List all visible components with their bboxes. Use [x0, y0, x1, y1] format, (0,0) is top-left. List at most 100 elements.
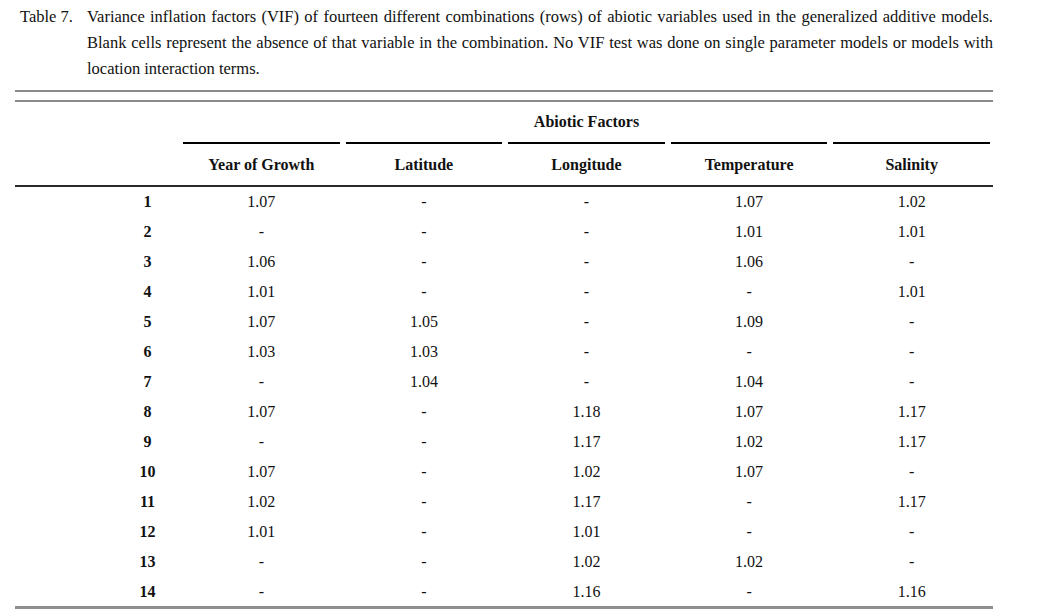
vif-cell: 1.02 — [505, 547, 668, 577]
vif-cell: - — [180, 427, 343, 457]
vif-cell: - — [343, 577, 506, 607]
vif-cell: - — [830, 367, 993, 397]
vif-cell: 1.06 — [180, 247, 343, 277]
vif-cell: 1.02 — [668, 427, 831, 457]
column-header-latitude: Latitude — [343, 144, 506, 186]
vif-cell: - — [343, 186, 506, 217]
vif-cell: - — [830, 307, 993, 337]
vif-cell: 1.04 — [343, 367, 506, 397]
vif-cell: - — [668, 337, 831, 367]
row-label: 8 — [15, 397, 180, 427]
vif-cell: 1.01 — [830, 217, 993, 247]
vif-cell: - — [505, 247, 668, 277]
table-caption-text: Variance inflation factors (VIF) of four… — [20, 4, 993, 82]
vif-cell: 1.07 — [180, 307, 343, 337]
vif-cell: - — [505, 217, 668, 247]
table-row: 31.06--1.06- — [15, 247, 993, 277]
vif-cell: - — [180, 217, 343, 247]
vif-cell: 1.17 — [830, 397, 993, 427]
row-label: 4 — [15, 277, 180, 307]
table-row: 81.07-1.181.071.17 — [15, 397, 993, 427]
vif-cell: 1.07 — [180, 186, 343, 217]
vif-cell: 1.17 — [830, 427, 993, 457]
vif-cell: 1.07 — [668, 397, 831, 427]
vif-cell: - — [830, 517, 993, 547]
vif-cell: - — [343, 517, 506, 547]
vif-cell: - — [668, 487, 831, 517]
row-label: 13 — [15, 547, 180, 577]
table-row: 11.07--1.071.02 — [15, 186, 993, 217]
row-label: 6 — [15, 337, 180, 367]
table-row: 101.07-1.021.07- — [15, 457, 993, 487]
vif-cell: - — [830, 547, 993, 577]
table-caption-label: Table 7. — [20, 4, 73, 30]
vif-cell: - — [668, 517, 831, 547]
column-header-row: Year of Growth Latitude Longitude Temper… — [15, 144, 993, 186]
table-row: 9--1.171.021.17 — [15, 427, 993, 457]
vif-cell: 1.04 — [668, 367, 831, 397]
vif-cell: 1.01 — [668, 217, 831, 247]
vif-cell: 1.01 — [180, 517, 343, 547]
vif-cell: 1.02 — [668, 547, 831, 577]
row-label: 7 — [15, 367, 180, 397]
row-label: 1 — [15, 186, 180, 217]
table-row: 51.071.05-1.09- — [15, 307, 993, 337]
vif-cell: 1.17 — [830, 487, 993, 517]
vif-cell: - — [180, 577, 343, 607]
vif-cell: 1.02 — [505, 457, 668, 487]
table-row: 14--1.16-1.16 — [15, 577, 993, 607]
vif-cell: - — [668, 577, 831, 607]
table-body: 11.07--1.071.022---1.011.0131.06--1.06-4… — [15, 186, 993, 607]
vif-cell: - — [505, 186, 668, 217]
vif-cell: - — [505, 367, 668, 397]
table-top-double-rule — [15, 90, 993, 102]
vif-cell: - — [343, 487, 506, 517]
vif-cell: - — [505, 277, 668, 307]
row-label: 14 — [15, 577, 180, 607]
vif-cell: 1.09 — [668, 307, 831, 337]
vif-cell: - — [505, 337, 668, 367]
row-label: 10 — [15, 457, 180, 487]
vif-cell: 1.17 — [505, 427, 668, 457]
vif-cell: - — [343, 547, 506, 577]
vif-cell: 1.07 — [180, 457, 343, 487]
vif-cell: 1.05 — [343, 307, 506, 337]
vif-cell: 1.07 — [180, 397, 343, 427]
column-header-salinity: Salinity — [830, 144, 993, 186]
row-label: 2 — [15, 217, 180, 247]
vif-cell: - — [830, 337, 993, 367]
vif-cell: - — [505, 307, 668, 337]
vif-cell: 1.16 — [505, 577, 668, 607]
vif-cell: 1.02 — [830, 186, 993, 217]
vif-cell: 1.02 — [180, 487, 343, 517]
column-header-year-of-growth: Year of Growth — [180, 144, 343, 186]
vif-cell: 1.01 — [180, 277, 343, 307]
vif-cell: 1.17 — [505, 487, 668, 517]
group-header-row: Abiotic Factors — [15, 102, 993, 142]
row-label: 5 — [15, 307, 180, 337]
table-row: 61.031.03--- — [15, 337, 993, 367]
table-row: 13--1.021.02- — [15, 547, 993, 577]
table-row: 2---1.011.01 — [15, 217, 993, 247]
table-bottom-rule — [15, 606, 993, 609]
table-row: 41.01---1.01 — [15, 277, 993, 307]
vif-cell: 1.07 — [668, 186, 831, 217]
vif-cell: - — [343, 247, 506, 277]
vif-table: Abiotic Factors Year of Growth Latitude … — [15, 102, 993, 607]
vif-cell: - — [343, 397, 506, 427]
vif-cell: 1.01 — [830, 277, 993, 307]
vif-cell: - — [668, 277, 831, 307]
vif-cell: 1.18 — [505, 397, 668, 427]
column-header-spacer — [15, 144, 180, 186]
vif-cell: - — [830, 247, 993, 277]
vif-cell: 1.03 — [343, 337, 506, 367]
table-row: 111.02-1.17-1.17 — [15, 487, 993, 517]
group-header-cell: Abiotic Factors — [180, 102, 993, 142]
vif-cell: - — [343, 457, 506, 487]
vif-cell: - — [343, 277, 506, 307]
row-label: 9 — [15, 427, 180, 457]
row-label: 3 — [15, 247, 180, 277]
table-caption: Table 7. Variance inflation factors (VIF… — [20, 4, 993, 82]
vif-cell: - — [830, 457, 993, 487]
row-label: 11 — [15, 487, 180, 517]
